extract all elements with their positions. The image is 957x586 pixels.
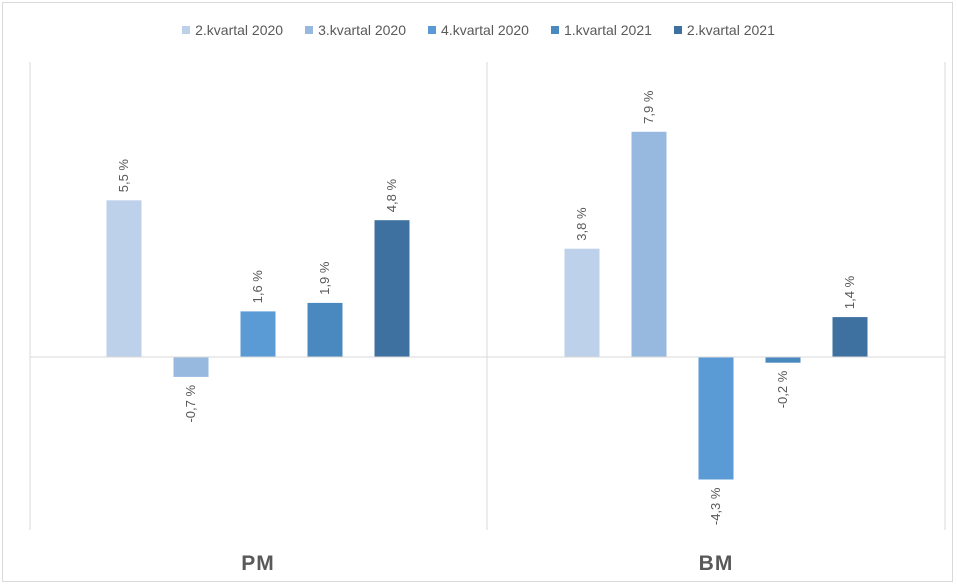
legend-item: 2.kvartal 2020 xyxy=(182,22,283,38)
chart-legend: 2.kvartal 2020 3.kvartal 2020 4.kvartal 20… xyxy=(0,22,957,38)
legend-label: 2.kvartal 2020 xyxy=(195,22,284,38)
data-label: 3,8 % xyxy=(574,207,589,241)
legend-item: 4.kvartal 2020 xyxy=(428,22,529,38)
legend-label: 1.kvartal 2021 xyxy=(563,22,652,38)
bar xyxy=(765,357,801,363)
data-label: -0,7 % xyxy=(183,385,198,423)
data-label: 1,4 % xyxy=(842,275,857,309)
data-label: -0,2 % xyxy=(775,370,790,408)
bar xyxy=(307,302,343,357)
data-label: 5,5 % xyxy=(116,159,131,193)
bar xyxy=(374,220,410,357)
bar xyxy=(173,357,209,377)
legend-label: 4.kvartal 2020 xyxy=(441,22,529,38)
legend-swatch xyxy=(305,26,314,34)
bar xyxy=(564,248,600,357)
data-label: 7,9 % xyxy=(641,90,656,124)
data-label: 1,9 % xyxy=(317,261,332,295)
legend-label: 2.kvartal 2021 xyxy=(686,22,775,38)
legend-swatch xyxy=(550,26,559,34)
legend-swatch xyxy=(428,26,437,34)
bar xyxy=(240,311,276,357)
category-label: BM xyxy=(699,552,734,575)
category-label: PM xyxy=(241,552,275,575)
legend-label: 3.kvartal 2020 xyxy=(318,22,407,38)
legend-swatch xyxy=(673,26,682,34)
bar xyxy=(631,131,667,357)
data-label: -4,3 % xyxy=(708,487,723,525)
data-label: 1,6 % xyxy=(250,270,265,304)
legend-item: 3.kvartal 2020 xyxy=(305,22,406,38)
bar xyxy=(698,357,734,480)
bar xyxy=(106,200,142,358)
legend-item: 2.kvartal 2021 xyxy=(673,22,775,38)
bar xyxy=(832,317,868,357)
legend-item: 1.kvartal 2021 xyxy=(550,22,652,38)
data-label: 4,8 % xyxy=(384,179,399,213)
legend-swatch xyxy=(182,26,191,34)
